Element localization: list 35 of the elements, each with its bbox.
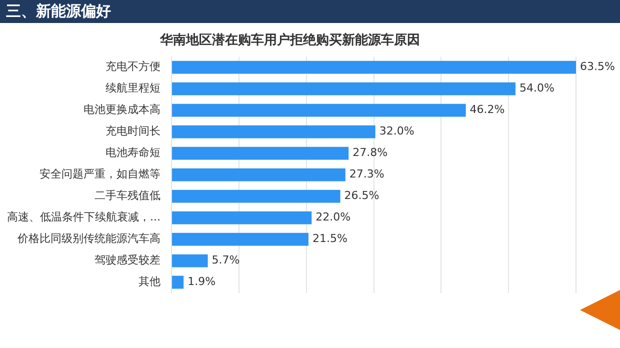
y-tick-label: 充电不方便	[105, 60, 160, 74]
bar	[172, 104, 466, 117]
data-label: 27.3%	[349, 168, 384, 181]
data-label: 63.5%	[580, 60, 615, 74]
data-label: 32.0%	[379, 124, 414, 138]
bar	[172, 190, 340, 203]
bar	[172, 232, 308, 246]
bar	[172, 211, 312, 224]
y-tick-label: 驾驶感受较差	[94, 254, 160, 267]
y-tick-label: 价格比同级别传统能源汽车高	[16, 232, 160, 246]
data-label: 1.9%	[188, 275, 216, 288]
bar	[172, 254, 208, 268]
chart-title: 三、新能源偏好	[0, 0, 620, 23]
y-tick-label: 电池更换成本高	[83, 103, 160, 116]
chart-subtitle: 华南地区潜在购车用户拒绝购买新能源车原因	[159, 32, 420, 48]
y-tick-label: 二手车残值低	[94, 189, 160, 202]
bar	[172, 82, 516, 96]
y-tick-label: 续航里程短	[105, 82, 160, 95]
bar	[172, 168, 346, 182]
y-tick-label: 电池寿命短	[105, 146, 160, 160]
data-label: 21.5%	[312, 232, 348, 246]
bar	[172, 125, 376, 138]
y-tick-label: 高速、低温条件下续航衰减，...	[6, 210, 160, 224]
data-label: 5.7%	[212, 254, 240, 267]
data-label: 27.8%	[352, 146, 388, 160]
bar	[172, 276, 184, 289]
data-label: 54.0%	[519, 82, 554, 95]
y-tick-label: 安全问题严重，如自燃等	[39, 168, 160, 181]
data-label: 46.2%	[470, 103, 505, 116]
data-label: 22.0%	[316, 210, 351, 224]
y-tick-label: 充电时间长	[105, 124, 160, 138]
data-label: 26.5%	[344, 189, 380, 202]
bar	[172, 146, 349, 160]
y-tick-label: 其他	[138, 275, 160, 288]
bar	[172, 60, 576, 74]
